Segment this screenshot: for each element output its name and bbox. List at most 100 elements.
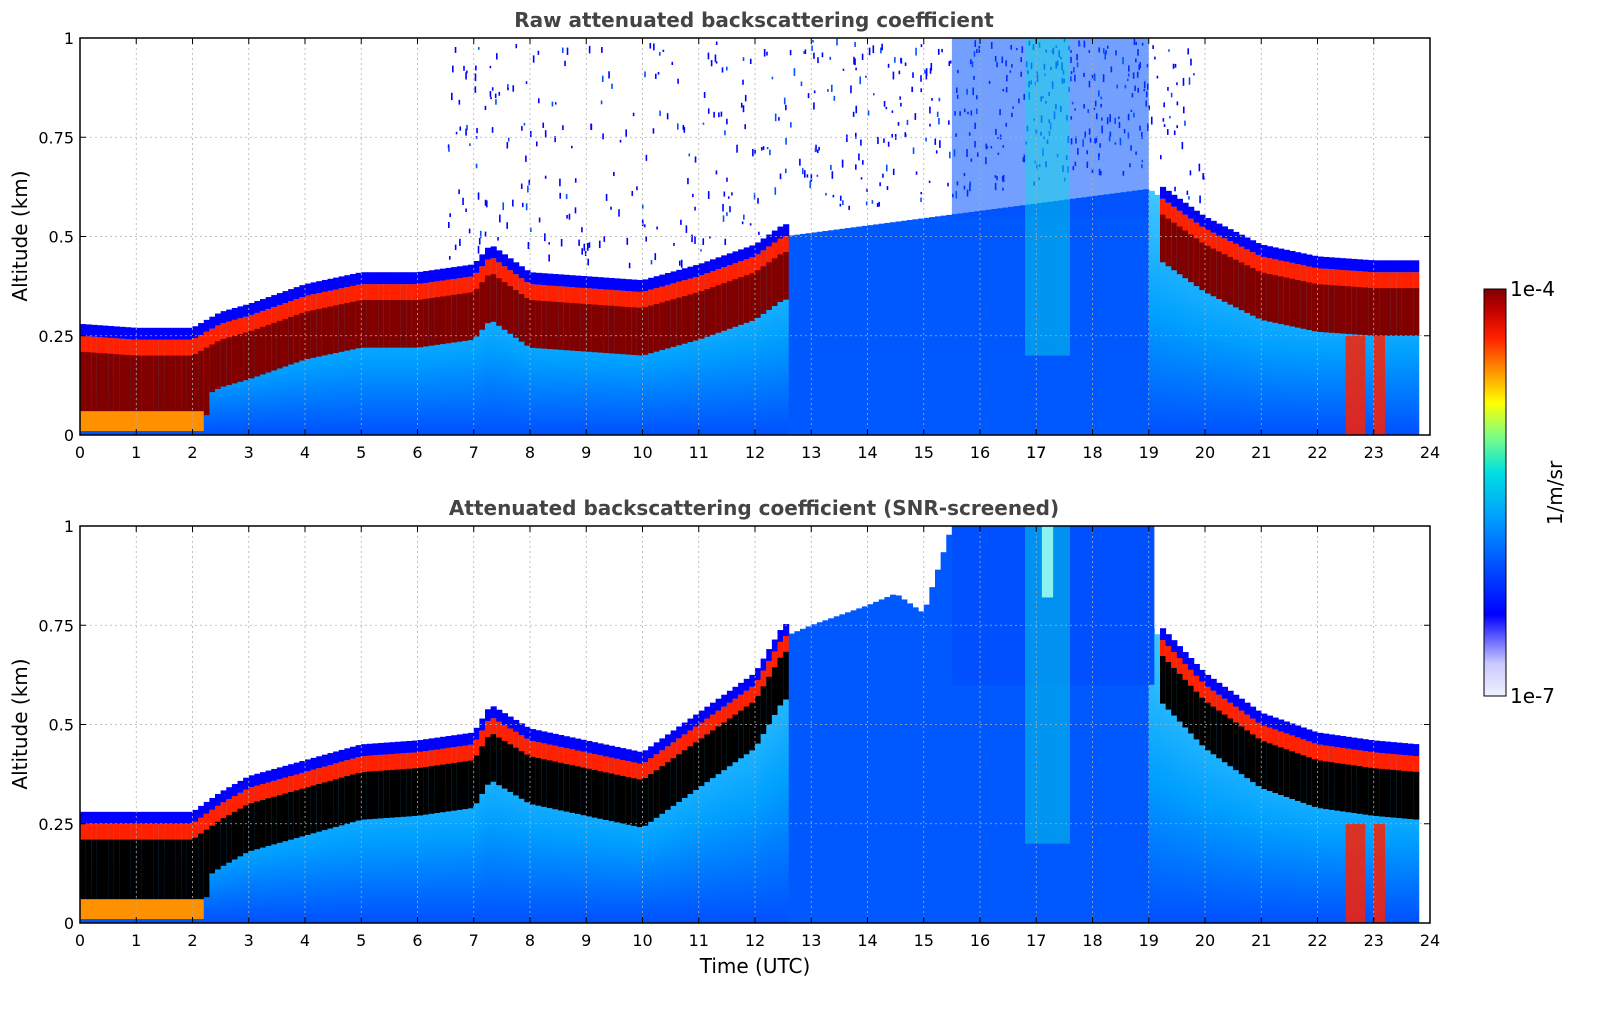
panel-title: Raw attenuated backscattering coefficien…: [514, 8, 994, 32]
layer-edge-cell: [1193, 222, 1200, 243]
layer-core-cell: [591, 304, 598, 353]
layer-fringe-cell: [175, 811, 182, 824]
noise-speckle: [809, 180, 812, 189]
signal-column: [1081, 197, 1088, 435]
noise-speckle: [814, 147, 817, 153]
layer-edge-cell: [1311, 743, 1319, 764]
layer-edge-cell: [507, 270, 514, 291]
signal-column: [659, 286, 666, 435]
layer-edge-cell: [726, 265, 733, 286]
noise-speckle: [876, 203, 879, 207]
cloud-streak: [1025, 526, 1070, 844]
x-tick-label: 12: [745, 931, 765, 950]
noise-speckle: [898, 70, 901, 75]
noise-speckle: [793, 68, 796, 76]
noise-speckle: [611, 83, 613, 89]
layer-core-cell: [305, 311, 312, 359]
layer-edge-cell: [1266, 727, 1274, 748]
layer-core-cell: [147, 355, 154, 424]
noise-speckle: [929, 123, 931, 127]
signal-column: [411, 752, 418, 923]
signal-column: [265, 782, 272, 923]
layer-fringe-cell: [226, 309, 233, 322]
signal-column: [1261, 256, 1268, 435]
signal-column: [1401, 272, 1409, 435]
layer-edge-cell: [771, 242, 778, 263]
layer-edge-cell: [597, 755, 604, 776]
layer-edge-cell: [1216, 694, 1223, 715]
signal-column: [1171, 652, 1178, 923]
layer-core-cell: [1165, 661, 1172, 710]
signal-column: [423, 282, 430, 435]
noise-speckle: [947, 182, 949, 187]
signal-column: [580, 287, 587, 435]
layer-core-cell: [276, 320, 284, 369]
layer-core-cell: [136, 355, 143, 424]
layer-fringe-cell: [440, 268, 447, 281]
layer-edge-cell: [501, 266, 508, 287]
layer-edge-cell: [1221, 698, 1229, 719]
noise-speckle: [544, 233, 546, 242]
layer-fringe-cell: [136, 327, 143, 340]
layer-fringe-cell: [1221, 226, 1229, 239]
signal-column: [1182, 214, 1189, 435]
layer-edge-cell: [1160, 198, 1167, 219]
layer-edge-cell: [1345, 748, 1352, 769]
layer-fringe-cell: [265, 297, 272, 309]
noise-speckle: [832, 194, 835, 198]
layer-edge-cell: [1272, 259, 1279, 280]
layer-edge-cell: [231, 319, 239, 340]
signal-column: [310, 294, 317, 435]
layer-core-cell: [164, 839, 171, 908]
layer-fringe-cell: [771, 230, 778, 243]
layer-core-cell: [215, 341, 222, 389]
layer-core-cell: [400, 300, 407, 348]
layer-fringe-cell: [721, 255, 728, 268]
noise-speckle: [1170, 92, 1173, 98]
layer-edge-cell: [108, 823, 115, 844]
noise-speckle: [720, 111, 723, 117]
layer-core-cell: [130, 355, 137, 423]
layer-core-cell: [355, 772, 362, 821]
signal-column: [1311, 267, 1319, 435]
noise-speckle: [512, 199, 514, 207]
x-tick-label: 19: [1139, 931, 1159, 950]
noise-speckle: [920, 191, 923, 195]
layer-core-cell: [91, 839, 98, 908]
signal-column: [535, 742, 542, 923]
layer-edge-cell: [783, 236, 790, 256]
layer-fringe-cell: [423, 739, 430, 752]
signal-column: [648, 289, 655, 435]
noise-speckle: [1181, 141, 1184, 150]
layer-core-cell: [164, 355, 171, 424]
layer-edge-cell: [552, 285, 559, 306]
x-axis-ticks: 0 1 2 3 4 5 6 7 8 9 10 11 12 13 14 15 16 17 18 19 20 21 22 23 24: [75, 526, 1440, 950]
signal-column: [1064, 199, 1071, 435]
signal-column: [715, 710, 722, 923]
signal-column: [1064, 526, 1071, 923]
layer-edge-cell: [659, 750, 666, 771]
signal-column: [445, 279, 452, 435]
layer-edge-cell: [1407, 755, 1414, 776]
layer-fringe-cell: [366, 743, 373, 756]
layer-fringe-cell: [417, 271, 424, 284]
signal-column: [355, 757, 362, 923]
signal-column: [676, 738, 683, 923]
layer-fringe-cell: [715, 257, 722, 270]
signal-column: [524, 738, 531, 923]
layer-fringe-cell: [141, 811, 149, 824]
layer-core-cell: [743, 706, 750, 755]
layer-fringe-cell: [1334, 735, 1341, 748]
layer-fringe-cell: [378, 272, 385, 285]
noise-speckle: [532, 55, 535, 63]
signal-column: [968, 211, 975, 435]
layer-edge-cell: [456, 278, 463, 299]
layer-core-cell: [1334, 763, 1341, 811]
layer-fringe-cell: [260, 772, 267, 785]
signal-column: [839, 228, 846, 435]
layer-fringe-cell: [721, 694, 728, 707]
layer-core-cell: [395, 300, 402, 348]
signal-column: [580, 751, 587, 923]
signal-column: [884, 222, 891, 435]
layer-edge-cell: [1238, 246, 1245, 267]
